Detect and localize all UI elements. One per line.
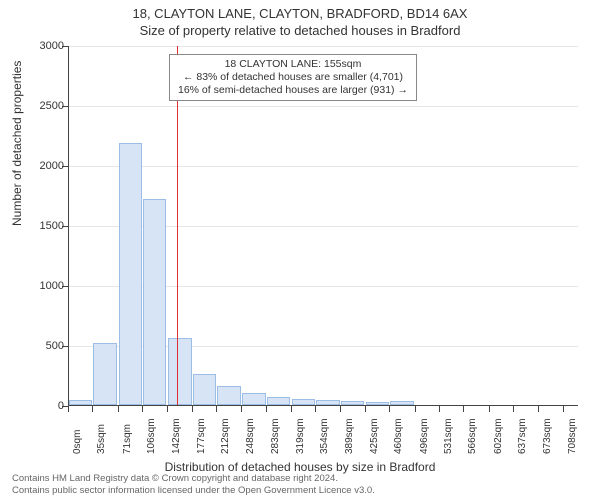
x-tick-label: 566sqm — [467, 418, 478, 454]
x-tick-mark — [415, 406, 416, 412]
x-tick-label: 106sqm — [146, 418, 157, 454]
annotation-line3: 16% of semi-detached houses are larger (… — [178, 84, 408, 97]
attribution-text: Contains HM Land Registry data © Crown c… — [12, 473, 375, 496]
x-tick-mark — [291, 406, 292, 412]
y-gridline — [69, 46, 578, 47]
histogram-bar — [193, 374, 216, 405]
histogram-bar — [119, 143, 142, 405]
histogram-bar — [292, 399, 315, 405]
y-tick-label: 0 — [58, 400, 64, 412]
x-tick-mark — [167, 406, 168, 412]
attribution-line1: Contains HM Land Registry data © Crown c… — [12, 473, 375, 484]
x-tick-label: 460sqm — [393, 418, 404, 454]
x-tick-label: 531sqm — [443, 418, 454, 454]
x-tick-label: 708sqm — [567, 418, 578, 454]
x-tick-mark — [241, 406, 242, 412]
x-tick-mark — [118, 406, 119, 412]
x-tick-mark — [216, 406, 217, 412]
y-gridline — [69, 166, 578, 167]
histogram-bar — [390, 401, 413, 405]
chart-container: 18, CLAYTON LANE, CLAYTON, BRADFORD, BD1… — [0, 0, 600, 500]
x-tick-label: 71sqm — [122, 424, 133, 454]
y-tick-label: 3000 — [40, 40, 64, 52]
x-tick-mark — [340, 406, 341, 412]
x-tick-mark — [266, 406, 267, 412]
x-tick-label: 212sqm — [220, 418, 231, 454]
histogram-bar — [267, 397, 290, 405]
histogram-bar — [341, 401, 364, 405]
histogram-bar — [316, 400, 339, 405]
x-tick-label: 319sqm — [295, 418, 306, 454]
x-tick-mark — [439, 406, 440, 412]
x-tick-label: 354sqm — [319, 418, 330, 454]
x-tick-label: 35sqm — [96, 424, 107, 454]
histogram-bar — [366, 402, 389, 405]
attribution-line2: Contains public sector information licen… — [12, 485, 375, 496]
x-tick-mark — [389, 406, 390, 412]
y-tick-label: 500 — [46, 340, 64, 352]
x-tick-mark — [92, 406, 93, 412]
histogram-bar — [93, 343, 116, 405]
histogram-bar — [143, 199, 166, 405]
x-tick-mark — [463, 406, 464, 412]
chart-title-line1: 18, CLAYTON LANE, CLAYTON, BRADFORD, BD1… — [0, 0, 600, 21]
x-tick-mark — [365, 406, 366, 412]
x-tick-label: 283sqm — [270, 418, 281, 454]
histogram-bar — [242, 393, 265, 405]
x-tick-mark — [563, 406, 564, 412]
x-tick-label: 142sqm — [171, 418, 182, 454]
y-tick-label: 1500 — [40, 220, 64, 232]
histogram-bar — [69, 400, 92, 405]
plot-area: 18 CLAYTON LANE: 155sqm ← 83% of detache… — [68, 46, 578, 406]
histogram-bar — [217, 386, 240, 405]
x-tick-label: 637sqm — [517, 418, 528, 454]
x-tick-mark — [513, 406, 514, 412]
x-tick-label: 389sqm — [344, 418, 355, 454]
histogram-bar — [168, 338, 191, 405]
y-tick-label: 1000 — [40, 280, 64, 292]
x-tick-label: 602sqm — [493, 418, 504, 454]
x-tick-label: 177sqm — [196, 418, 207, 454]
y-axis-label: Number of detached properties — [10, 61, 24, 226]
x-tick-label: 248sqm — [245, 418, 256, 454]
x-tick-mark — [538, 406, 539, 412]
x-tick-mark — [142, 406, 143, 412]
y-tick-label: 2000 — [40, 160, 64, 172]
annotation-line1: 18 CLAYTON LANE: 155sqm — [178, 58, 408, 71]
x-tick-mark — [68, 406, 69, 412]
x-tick-label: 0sqm — [72, 430, 83, 454]
x-tick-label: 673sqm — [542, 418, 553, 454]
x-tick-mark — [315, 406, 316, 412]
x-tick-label: 496sqm — [419, 418, 430, 454]
x-axis-label: Distribution of detached houses by size … — [0, 460, 600, 474]
chart-title-line2: Size of property relative to detached ho… — [0, 21, 600, 38]
y-gridline — [69, 106, 578, 107]
x-tick-mark — [192, 406, 193, 412]
x-tick-mark — [489, 406, 490, 412]
annotation-line2: ← 83% of detached houses are smaller (4,… — [178, 71, 408, 84]
x-tick-label: 425sqm — [369, 418, 380, 454]
y-tick-label: 2500 — [40, 100, 64, 112]
annotation-box: 18 CLAYTON LANE: 155sqm ← 83% of detache… — [169, 54, 417, 101]
